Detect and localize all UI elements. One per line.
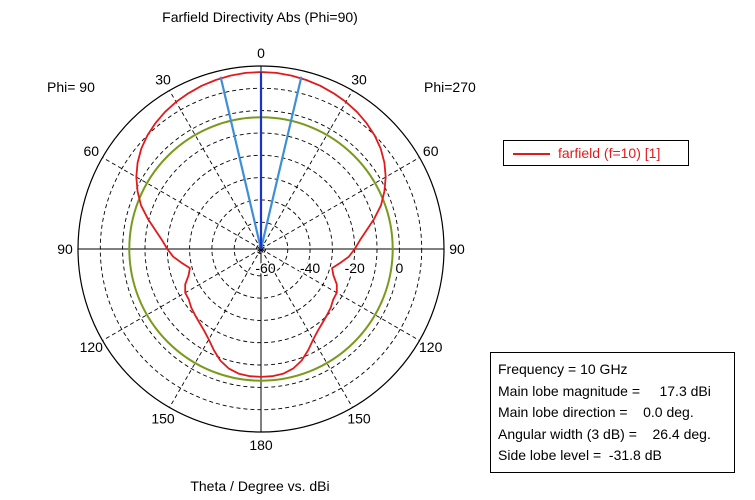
beam-lines xyxy=(219,72,303,250)
angle-label: 150 xyxy=(151,411,175,427)
ring--50 xyxy=(233,221,289,277)
angle-label: 30 xyxy=(351,71,367,87)
spoke-300 xyxy=(102,157,262,250)
chart-title: Farfield Directivity Abs (Phi=90) xyxy=(162,9,358,25)
ring--30 xyxy=(189,177,333,321)
legend: farfield (f=10) [1] xyxy=(503,140,689,166)
spoke-210 xyxy=(169,248,262,408)
angle-label: 60 xyxy=(423,143,439,159)
spoke-240 xyxy=(102,248,262,341)
angle-label: 60 xyxy=(84,143,100,159)
angle-label: 180 xyxy=(249,437,273,453)
spoke-150 xyxy=(260,248,353,408)
radial-tick-label: -20 xyxy=(345,260,365,276)
angle-label: 150 xyxy=(347,411,371,427)
info-main-lobe-direction: Main lobe direction = 0.0 deg. xyxy=(498,404,694,420)
legend-entry: farfield (f=10) [1] xyxy=(558,145,661,161)
angle-label: 0 xyxy=(257,45,265,61)
phi-left-label: Phi= 90 xyxy=(47,79,95,95)
spoke-30 xyxy=(260,90,353,250)
radial-tick-label: 0 xyxy=(396,260,404,276)
angle-label: 120 xyxy=(419,339,443,355)
angle-labels: 0 30 60 90 120 150 180 150 120 90 60 30 xyxy=(57,45,465,453)
spoke-330 xyxy=(169,90,262,250)
radial-tick-label: -60 xyxy=(255,260,275,276)
info-side-lobe-level: Side lobe level = -31.8 dB xyxy=(498,447,662,463)
spoke-120 xyxy=(260,248,420,341)
beam-edge-line-0 xyxy=(219,76,263,250)
ring--60 xyxy=(256,244,266,254)
info-angular-width: Angular width (3 dB) = 26.4 deg. xyxy=(498,425,711,442)
series-group xyxy=(135,71,387,378)
legend-line-swatch xyxy=(513,153,550,155)
angle-label: 90 xyxy=(449,241,465,257)
info-box: Frequency = 10 GHz Main lobe magnitude =… xyxy=(490,352,735,473)
angle-label: 120 xyxy=(80,339,104,355)
angle-label: 30 xyxy=(155,71,171,87)
series-line-0 xyxy=(135,71,387,378)
angle-label: 90 xyxy=(57,241,73,257)
phi-right-label: Phi=270 xyxy=(424,79,476,95)
beam-edge-line-1 xyxy=(259,76,303,250)
radial-tick-label: -40 xyxy=(300,260,320,276)
info-main-lobe-magnitude: Main lobe magnitude = 17.3 dBi xyxy=(498,382,711,399)
spoke-60 xyxy=(260,157,420,250)
info-frequency: Frequency = 10 GHz xyxy=(498,361,628,377)
x-axis-label: Theta / Degree vs. dBi xyxy=(190,478,330,494)
radial-tick-labels: -60 -40 -20 0 xyxy=(254,259,405,278)
